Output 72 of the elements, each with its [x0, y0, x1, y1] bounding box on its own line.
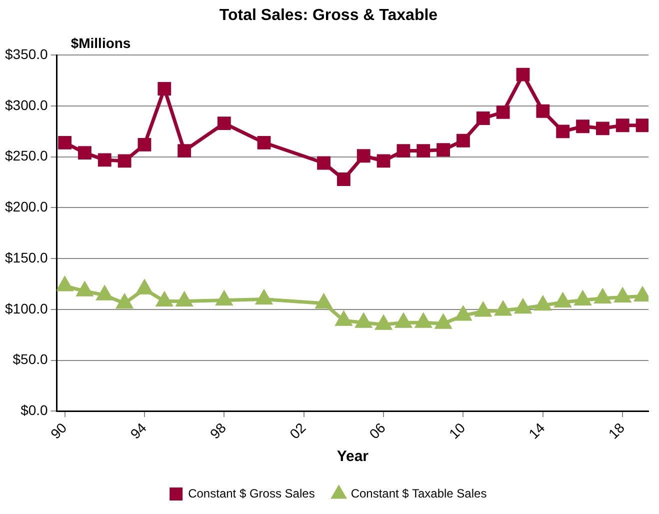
point: [356, 149, 370, 163]
point: [495, 302, 511, 316]
point: [396, 314, 412, 328]
point: [56, 277, 73, 292]
point: [317, 156, 330, 170]
point: [535, 296, 551, 311]
point: [614, 288, 630, 302]
point: [136, 280, 152, 294]
y-tick-label: $50.0: [12, 351, 48, 368]
chart-title: Total Sales: Gross & Taxable: [219, 7, 438, 24]
point: [217, 116, 231, 130]
legend-label: Constant $ Taxable Sales: [350, 486, 487, 500]
y-tick-label: $350.0: [4, 46, 48, 62]
point: [515, 300, 531, 314]
point: [416, 314, 432, 328]
x-tick-label: 90: [47, 419, 70, 442]
point: [118, 154, 132, 168]
point: [376, 316, 392, 330]
y-tick-label: $300.0: [4, 96, 48, 113]
point: [436, 143, 450, 156]
point: [78, 146, 92, 160]
point: [456, 134, 470, 148]
point: [256, 290, 272, 304]
point: [176, 292, 192, 307]
point: [216, 292, 232, 306]
point: [496, 105, 510, 119]
point: [316, 294, 332, 309]
point: [636, 118, 648, 132]
point: [376, 154, 390, 168]
point: [98, 153, 112, 167]
x-tick-label: 14: [525, 419, 548, 442]
legend-label: Constant $ Gross Sales: [188, 486, 315, 500]
point: [138, 138, 152, 152]
y-tick-label: $200.0: [4, 198, 48, 215]
y-tick-label: $250.0: [4, 148, 48, 164]
point: [116, 294, 132, 309]
point: [257, 136, 271, 150]
point: [616, 118, 630, 132]
point: [536, 104, 550, 118]
x-tick-label: 02: [286, 419, 309, 442]
y-tick-label: $0.0: [20, 402, 48, 418]
point: [178, 144, 192, 158]
point: [475, 302, 491, 317]
x-tick-label: 10: [446, 419, 468, 442]
point: [555, 294, 571, 308]
y-axis-title: $Millions: [70, 35, 131, 52]
point: [594, 289, 610, 304]
point: [435, 314, 452, 329]
point: [556, 124, 570, 138]
y-tick-label: $100.0: [4, 300, 48, 316]
point: [516, 68, 530, 82]
x-tick-label: 06: [366, 419, 389, 442]
point: [58, 136, 72, 150]
point: [336, 172, 350, 186]
point: [76, 282, 93, 296]
point: [158, 82, 172, 96]
point: [476, 112, 490, 125]
point: [455, 306, 472, 321]
x-tick-label: 98: [206, 419, 230, 442]
point: [356, 314, 372, 328]
point: [396, 144, 410, 158]
x-tick-label: 18: [605, 419, 628, 442]
x-axis-title: Year: [336, 448, 369, 466]
point: [156, 292, 172, 307]
point: [96, 286, 112, 300]
point: [596, 122, 610, 136]
point: [336, 312, 352, 326]
y-tick-label: $150.0: [4, 249, 48, 266]
x-tick-label: 94: [127, 419, 150, 442]
point: [416, 144, 430, 158]
point: [576, 120, 590, 134]
point: [574, 292, 591, 306]
